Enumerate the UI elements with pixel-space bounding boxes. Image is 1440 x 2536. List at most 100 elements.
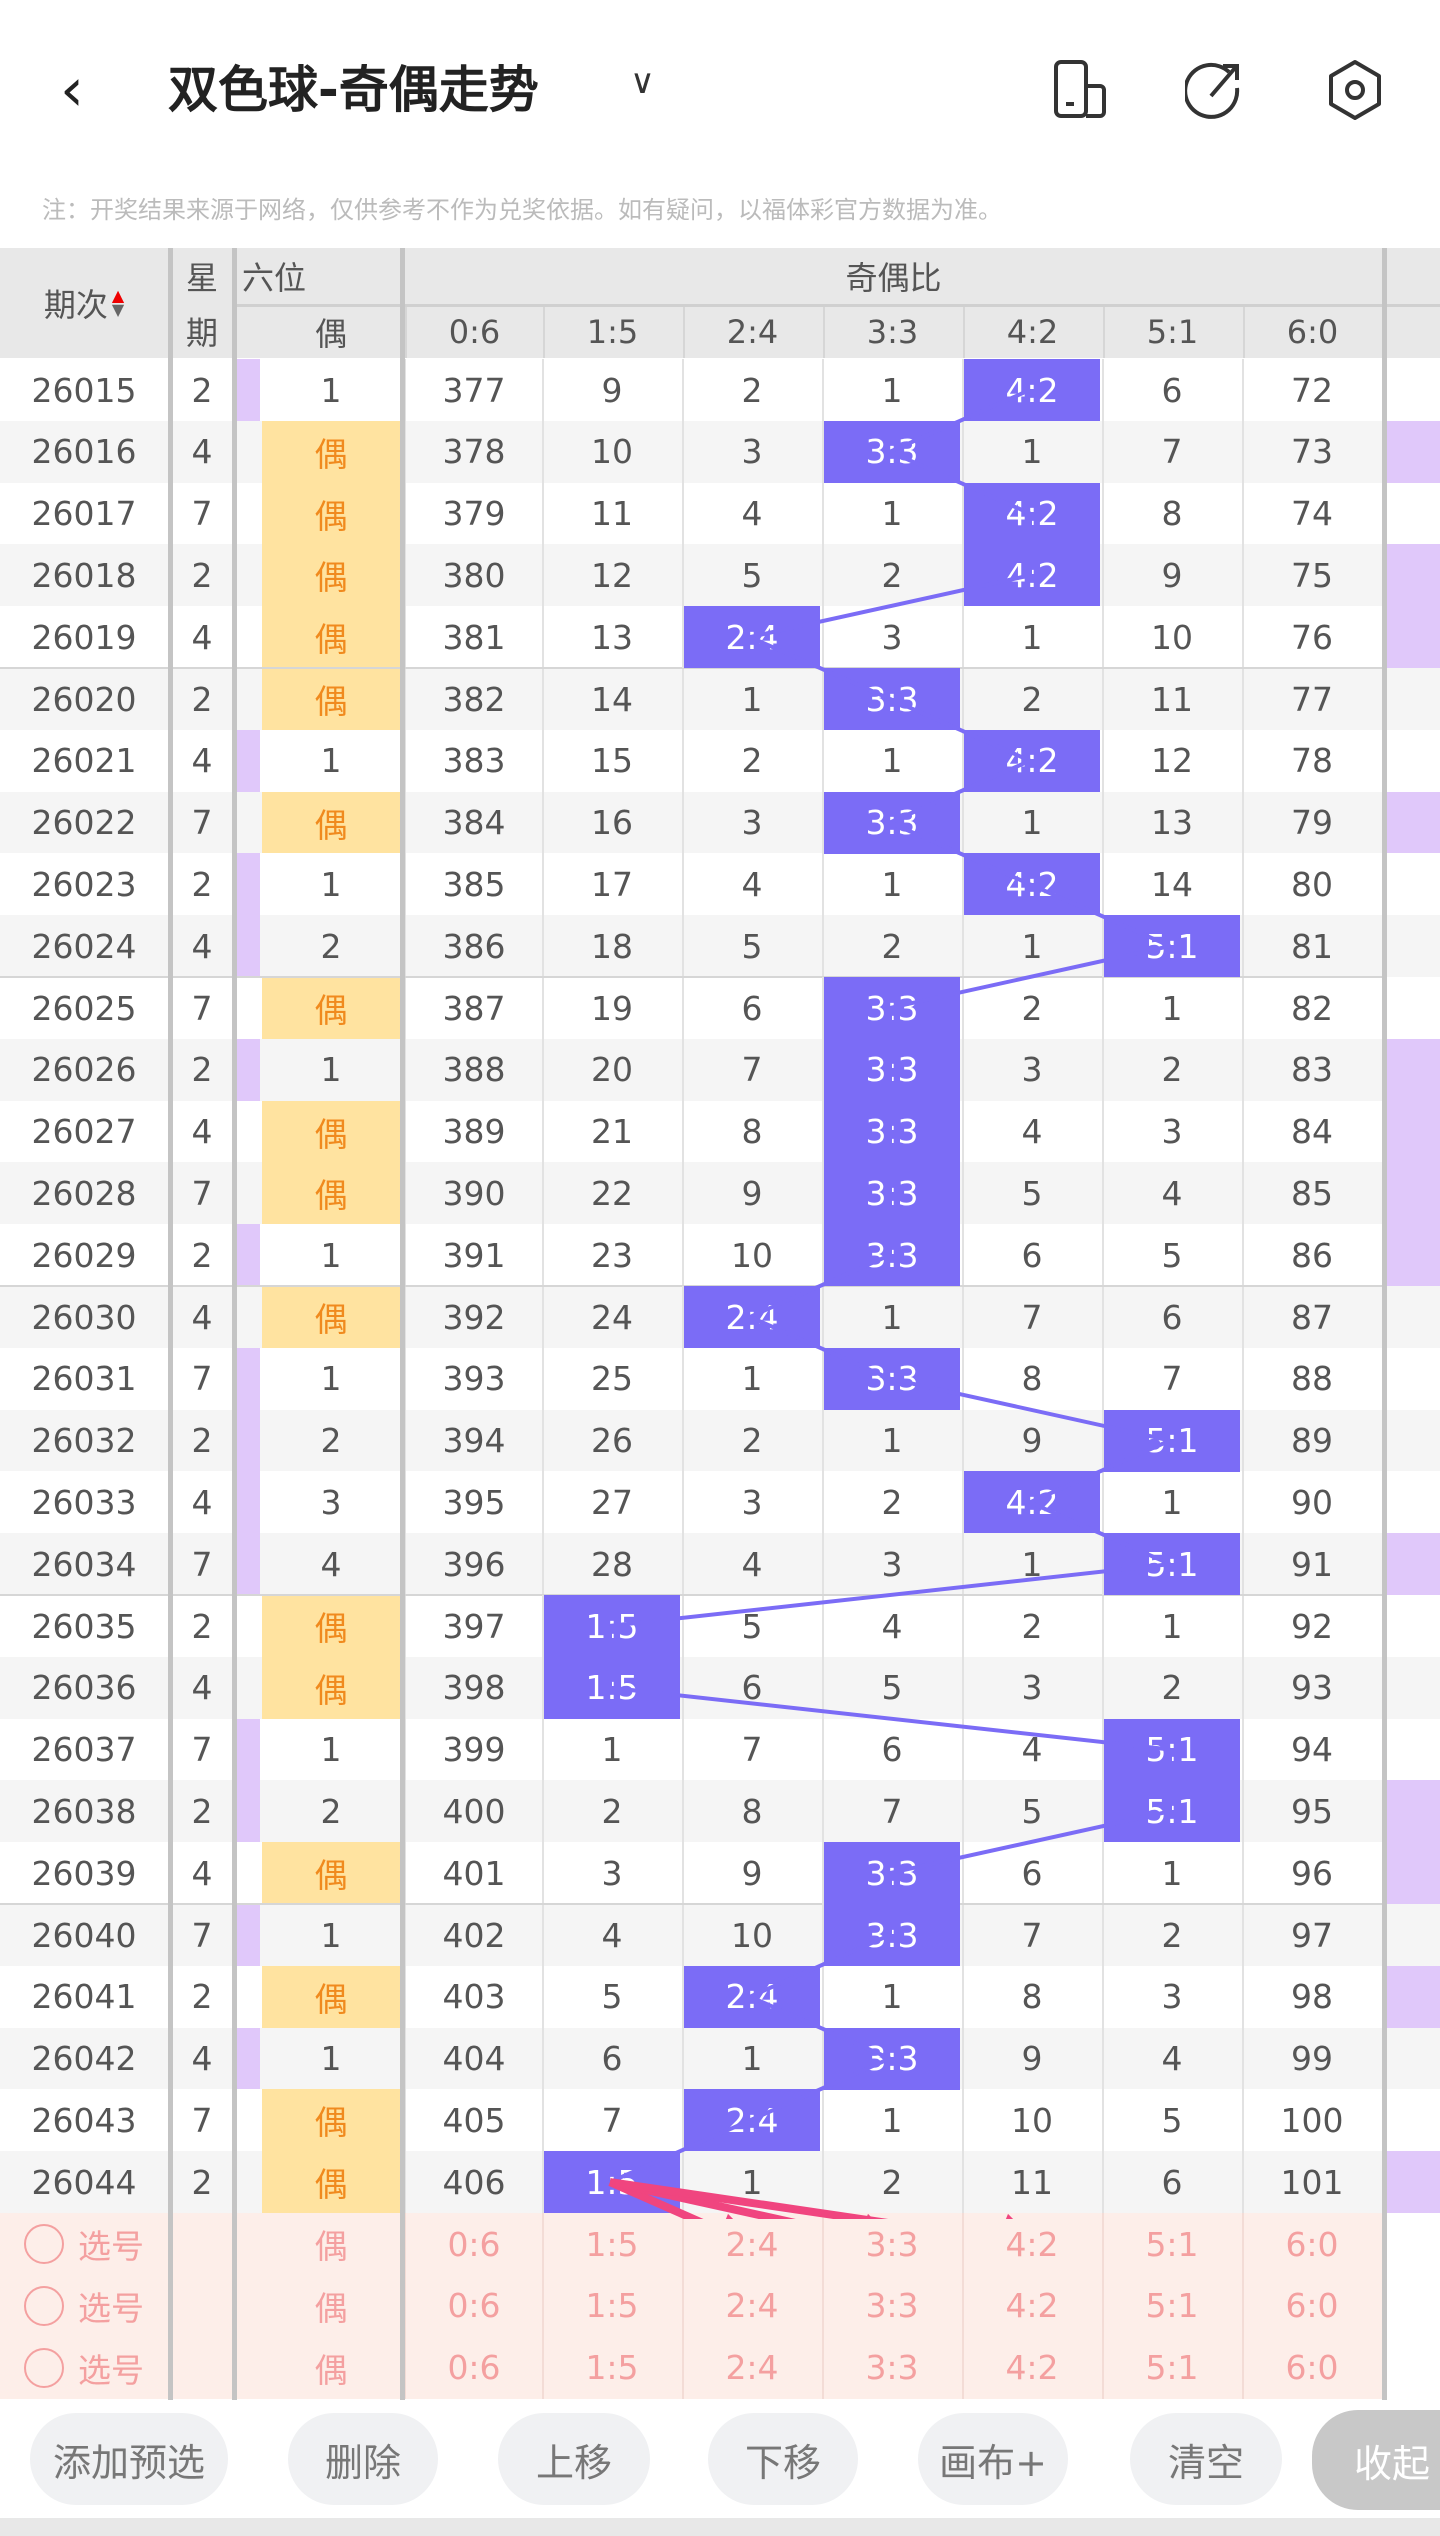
ratio-hit-cell[interactable]: 3:3 <box>822 791 960 854</box>
ratio-hit-cell[interactable]: 3:3 <box>822 977 960 1039</box>
ratio-miss-cell[interactable]: 393 <box>404 1347 542 1410</box>
ratio-miss-cell[interactable]: 1 <box>962 915 1100 978</box>
move-down-button[interactable]: 下移 <box>708 2413 858 2505</box>
ratio-miss-cell[interactable]: 10 <box>962 2089 1100 2152</box>
ratio-miss-cell[interactable]: 9 <box>962 1409 1100 1472</box>
ratio-miss-cell[interactable]: 97 <box>1242 1904 1380 1966</box>
ratio-miss-cell[interactable]: 4 <box>682 853 820 916</box>
ratio-miss-cell[interactable]: 77 <box>1242 668 1380 730</box>
ratio-miss-cell[interactable]: 5 <box>682 1595 820 1657</box>
ratio-miss-cell[interactable]: 5 <box>1102 1224 1240 1287</box>
ratio-hit-cell[interactable]: 3:3 <box>822 668 960 730</box>
ratio-miss-cell[interactable]: 5 <box>822 1656 960 1719</box>
ratio-miss-cell[interactable]: 14 <box>1102 853 1240 916</box>
ratio-miss-cell[interactable]: 2 <box>682 359 820 421</box>
ratio-miss-cell[interactable]: 21 <box>542 1100 680 1163</box>
ratio-miss-cell[interactable]: 404 <box>404 2027 542 2090</box>
ratio-miss-cell[interactable]: 399 <box>404 1718 542 1781</box>
ratio-miss-cell[interactable]: 2 <box>1102 1904 1240 1966</box>
ratio-miss-cell[interactable]: 384 <box>404 791 542 854</box>
select-ratio-cell[interactable]: 2:4 <box>682 2213 820 2275</box>
ratio-miss-cell[interactable]: 3 <box>962 1038 1100 1101</box>
select-ratio-cell[interactable]: 0:6 <box>404 2336 542 2399</box>
ratio-hit-cell[interactable]: 5:1 <box>1102 1533 1240 1596</box>
select-ratio-cell[interactable]: 0:6 <box>404 2213 542 2275</box>
ratio-miss-cell[interactable]: 28 <box>542 1533 680 1596</box>
ratio-hit-cell[interactable]: 4:2 <box>962 544 1100 607</box>
ratio-miss-cell[interactable]: 83 <box>1242 1038 1380 1101</box>
ratio-miss-cell[interactable]: 1 <box>682 1347 820 1410</box>
ratio-miss-cell[interactable]: 7 <box>682 1038 820 1101</box>
ratio-miss-cell[interactable]: 379 <box>404 482 542 545</box>
ratio-miss-cell[interactable]: 86 <box>1242 1224 1380 1287</box>
radio-circle-icon[interactable] <box>24 2224 64 2264</box>
ratio-miss-cell[interactable]: 3 <box>682 1471 820 1534</box>
ratio-hit-cell[interactable]: 3:3 <box>822 1904 960 1966</box>
ratio-miss-cell[interactable]: 380 <box>404 544 542 607</box>
select-ratio-cell[interactable]: 1:5 <box>542 2336 680 2399</box>
select-even-cell[interactable]: 偶 <box>314 2288 348 2328</box>
ratio-miss-cell[interactable]: 386 <box>404 915 542 978</box>
ratio-miss-cell[interactable]: 84 <box>1242 1100 1380 1163</box>
ratio-miss-cell[interactable]: 11 <box>962 2151 1100 2214</box>
chevron-down-icon[interactable]: ∨ <box>630 62 655 102</box>
ratio-miss-cell[interactable]: 10 <box>542 420 680 483</box>
ratio-miss-cell[interactable]: 6 <box>962 1224 1100 1287</box>
ratio-miss-cell[interactable]: 2 <box>962 668 1100 730</box>
ratio-miss-cell[interactable]: 2 <box>682 729 820 792</box>
ratio-miss-cell[interactable]: 5 <box>682 544 820 607</box>
ratio-miss-cell[interactable]: 6 <box>962 1842 1100 1905</box>
ratio-miss-cell[interactable]: 6 <box>1102 1286 1240 1348</box>
ratio-miss-cell[interactable]: 3 <box>1102 1100 1240 1163</box>
ratio-hit-cell[interactable]: 3:3 <box>822 1162 960 1225</box>
ratio-miss-cell[interactable]: 5 <box>962 1162 1100 1225</box>
ratio-miss-cell[interactable]: 19 <box>542 977 680 1039</box>
select-ratio-cell[interactable]: 0:6 <box>404 2274 542 2337</box>
ratio-hit-cell[interactable]: 3:3 <box>822 1224 960 1287</box>
ratio-miss-cell[interactable]: 1 <box>542 1718 680 1781</box>
ratio-miss-cell[interactable]: 395 <box>404 1471 542 1534</box>
delete-button[interactable]: 删除 <box>288 2413 438 2505</box>
ratio-miss-cell[interactable]: 76 <box>1242 606 1380 669</box>
ratio-miss-cell[interactable]: 4 <box>1102 2027 1240 2090</box>
ratio-miss-cell[interactable]: 2 <box>1102 1038 1240 1101</box>
ratio-miss-cell[interactable]: 15 <box>542 729 680 792</box>
ratio-col-header[interactable]: 2:4 <box>683 306 820 358</box>
ratio-miss-cell[interactable]: 392 <box>404 1286 542 1348</box>
ratio-miss-cell[interactable]: 9 <box>542 359 680 421</box>
ratio-miss-cell[interactable]: 1 <box>822 2089 960 2152</box>
ratio-miss-cell[interactable]: 18 <box>542 915 680 978</box>
ratio-miss-cell[interactable]: 1 <box>822 1286 960 1348</box>
ratio-miss-cell[interactable]: 85 <box>1242 1162 1380 1225</box>
ratio-miss-cell[interactable]: 81 <box>1242 915 1380 978</box>
ratio-miss-cell[interactable]: 99 <box>1242 2027 1380 2090</box>
ratio-miss-cell[interactable]: 6 <box>542 2027 680 2090</box>
ratio-hit-cell[interactable]: 2:4 <box>682 2089 820 2152</box>
ratio-miss-cell[interactable]: 1 <box>1102 1842 1240 1905</box>
select-ratio-cell[interactable]: 4:2 <box>962 2336 1100 2399</box>
ratio-miss-cell[interactable]: 8 <box>1102 482 1240 545</box>
ratio-miss-cell[interactable]: 82 <box>1242 977 1380 1039</box>
ratio-hit-cell[interactable]: 2:4 <box>682 1286 820 1348</box>
ratio-miss-cell[interactable]: 2 <box>822 1471 960 1534</box>
ratio-hit-cell[interactable]: 5:1 <box>1102 915 1240 978</box>
ratio-miss-cell[interactable]: 75 <box>1242 544 1380 607</box>
ratio-miss-cell[interactable]: 2 <box>1102 1656 1240 1719</box>
select-ratio-cell[interactable]: 2:4 <box>682 2336 820 2399</box>
select-ratio-cell[interactable]: 5:1 <box>1102 2213 1240 2275</box>
ratio-miss-cell[interactable]: 72 <box>1242 359 1380 421</box>
ratio-miss-cell[interactable]: 6 <box>1102 2151 1240 2214</box>
ratio-hit-cell[interactable]: 1:5 <box>542 2151 680 2214</box>
ratio-miss-cell[interactable]: 3 <box>682 791 820 854</box>
ratio-miss-cell[interactable]: 95 <box>1242 1780 1380 1843</box>
ratio-miss-cell[interactable]: 11 <box>1102 668 1240 730</box>
ratio-miss-cell[interactable]: 4 <box>962 1100 1100 1163</box>
ratio-miss-cell[interactable]: 7 <box>962 1904 1100 1966</box>
ratio-miss-cell[interactable]: 6 <box>682 1656 820 1719</box>
ratio-miss-cell[interactable]: 1 <box>682 668 820 730</box>
ratio-miss-cell[interactable]: 7 <box>542 2089 680 2152</box>
ratio-miss-cell[interactable]: 391 <box>404 1224 542 1287</box>
radio-circle-icon[interactable] <box>24 2285 64 2326</box>
ratio-miss-cell[interactable]: 89 <box>1242 1409 1380 1472</box>
ratio-miss-cell[interactable]: 17 <box>542 853 680 916</box>
